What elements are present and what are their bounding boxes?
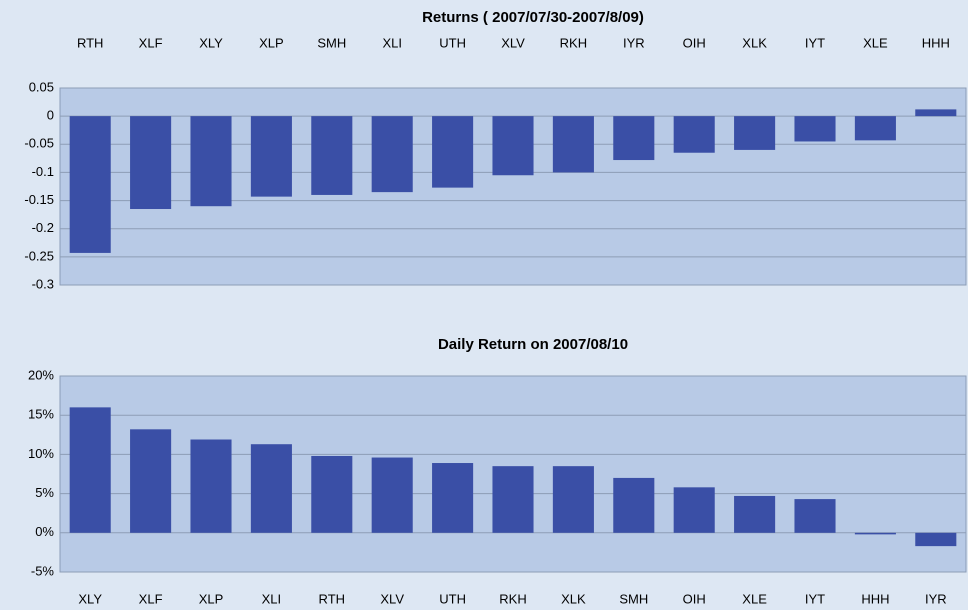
- bar: [613, 116, 655, 161]
- x-tick-label: UTH: [439, 591, 466, 606]
- bar: [250, 116, 292, 197]
- bar: [673, 487, 715, 533]
- y-tick-label: 0: [47, 108, 54, 123]
- x-tick-label: RKH: [499, 591, 526, 606]
- x-tick-label: XLV: [380, 591, 404, 606]
- x-tick-label: XLK: [742, 35, 767, 50]
- bar: [794, 499, 836, 533]
- y-tick-label: -0.2: [32, 220, 54, 235]
- x-tick-label: XLY: [199, 35, 223, 50]
- bar: [69, 407, 111, 533]
- y-tick-label: -0.1: [32, 164, 54, 179]
- x-tick-label: OIH: [683, 35, 706, 50]
- chart-title: Daily Return on 2007/08/10: [438, 336, 628, 353]
- bar: [734, 495, 776, 533]
- bar: [915, 109, 957, 117]
- x-tick-label: XLF: [139, 591, 163, 606]
- x-tick-label: XLY: [78, 591, 102, 606]
- bar: [311, 116, 353, 195]
- x-tick-label: UTH: [439, 35, 466, 50]
- bar: [854, 116, 896, 141]
- x-tick-label: XLP: [199, 591, 224, 606]
- y-tick-label: 5%: [35, 485, 54, 500]
- y-tick-label: -0.15: [24, 192, 54, 207]
- chart-title: Returns ( 2007/07/30-2007/8/09): [422, 9, 644, 26]
- x-tick-label: XLK: [561, 591, 586, 606]
- x-tick-label: XLI: [262, 591, 282, 606]
- y-tick-label: -0.05: [24, 136, 54, 151]
- bar: [854, 532, 896, 535]
- x-tick-label: XLI: [382, 35, 402, 50]
- bar: [190, 116, 232, 207]
- bar: [371, 457, 413, 533]
- bar: [371, 116, 413, 193]
- bar: [613, 477, 655, 533]
- x-tick-label: OIH: [683, 591, 706, 606]
- bar: [432, 463, 474, 533]
- bar: [673, 116, 715, 153]
- x-tick-label: XLE: [742, 591, 767, 606]
- bar: [130, 429, 172, 533]
- bar: [250, 444, 292, 533]
- bar: [915, 532, 957, 547]
- bar: [492, 466, 534, 533]
- y-tick-label: 15%: [28, 407, 54, 422]
- x-tick-label: HHH: [922, 35, 950, 50]
- y-tick-label: -0.3: [32, 276, 54, 291]
- x-tick-label: IYR: [925, 591, 947, 606]
- x-tick-label: XLF: [139, 35, 163, 50]
- bar: [130, 116, 172, 210]
- x-tick-label: XLV: [501, 35, 525, 50]
- x-tick-label: XLP: [259, 35, 284, 50]
- x-tick-label: SMH: [619, 591, 648, 606]
- bar: [432, 116, 474, 188]
- bar: [190, 439, 232, 533]
- bar: [552, 116, 594, 173]
- y-tick-label: -0.25: [24, 248, 54, 263]
- bar: [492, 116, 534, 176]
- x-tick-label: RKH: [560, 35, 587, 50]
- x-tick-label: RTH: [319, 591, 345, 606]
- y-tick-label: 10%: [28, 446, 54, 461]
- y-tick-label: 0%: [35, 524, 54, 539]
- x-tick-label: IYT: [805, 35, 825, 50]
- y-tick-label: -5%: [31, 563, 55, 578]
- x-tick-label: RTH: [77, 35, 103, 50]
- bar: [794, 116, 836, 142]
- x-tick-label: XLE: [863, 35, 888, 50]
- bar: [69, 116, 111, 253]
- x-tick-label: IYR: [623, 35, 645, 50]
- bar: [311, 455, 353, 533]
- x-tick-label: SMH: [317, 35, 346, 50]
- bar: [734, 116, 776, 150]
- x-tick-label: HHH: [861, 591, 889, 606]
- x-tick-label: IYT: [805, 591, 825, 606]
- y-tick-label: 0.05: [29, 79, 54, 94]
- y-tick-label: 20%: [28, 367, 54, 382]
- bar: [552, 466, 594, 533]
